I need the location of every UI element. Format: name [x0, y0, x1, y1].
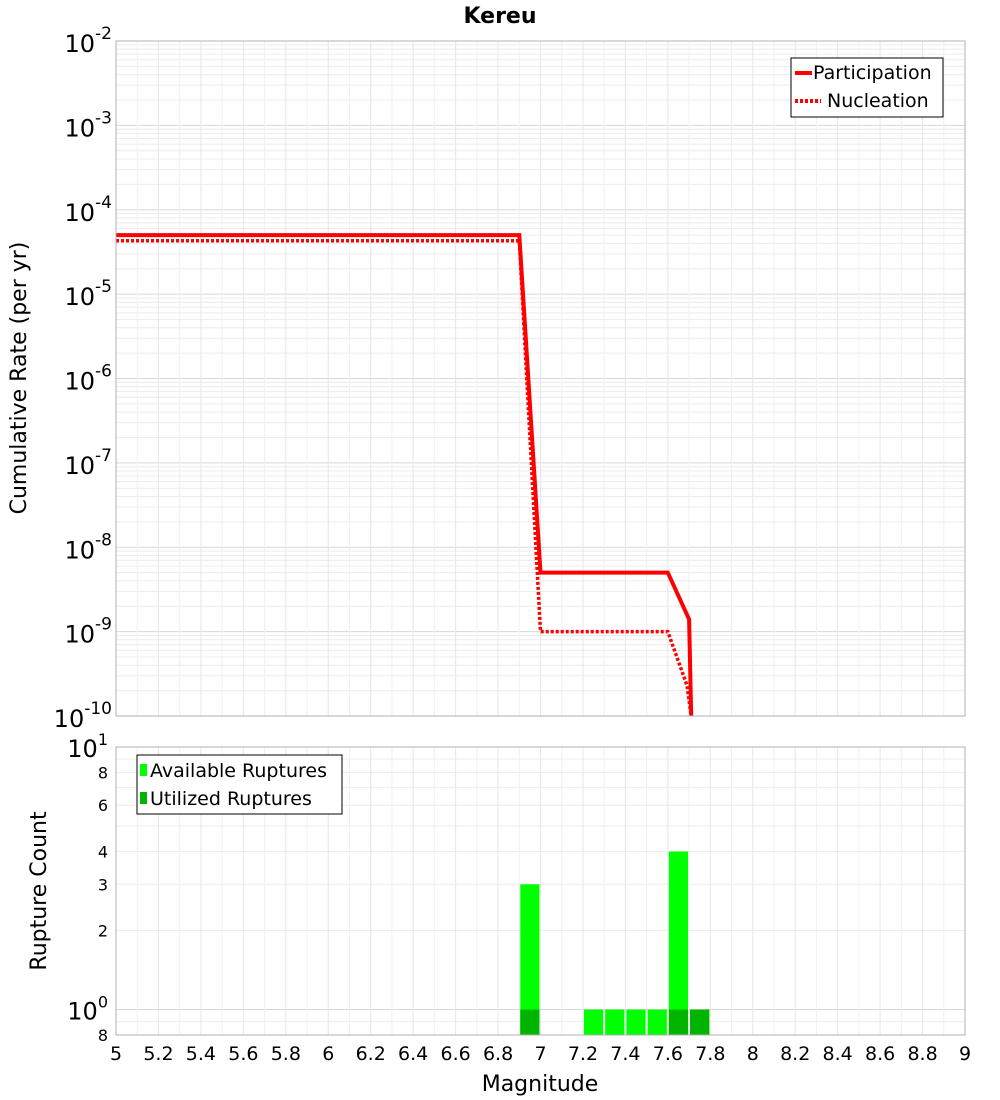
magnitude-tick-label: 5.6 [228, 1043, 258, 1065]
utilized-rupture-bar [520, 1009, 540, 1035]
magnitude-tick-label: 7 [534, 1043, 546, 1065]
magnitude-tick-label: 9 [959, 1043, 971, 1065]
legend-nucleation-label: Nucleation [827, 90, 929, 112]
legend-available-label: Available Ruptures [150, 760, 327, 782]
magnitude-tick-label: 5 [110, 1043, 122, 1065]
magnitude-tick-label: 8 [747, 1043, 759, 1065]
magnitude-tick-label: 6.6 [440, 1043, 470, 1065]
available-rupture-bar [647, 1009, 667, 1035]
rupture-y-axis-label: Rupture Count [27, 811, 52, 971]
rate-y-tick-label: 10-10 [54, 699, 112, 733]
rupture-y-tick-label: 101 [67, 730, 108, 763]
available-rupture-bar [520, 884, 540, 1035]
magnitude-tick-label: 6 [322, 1043, 334, 1065]
rate-y-tick-label: 10-2 [65, 24, 113, 58]
rate-grid [115, 41, 966, 717]
rupture-y-tick-label: 6 [98, 796, 108, 815]
magnitude-tick-label: 8.8 [907, 1043, 937, 1065]
x-axis-label: Magnitude [482, 1072, 599, 1097]
legend-available-swatch [140, 764, 147, 776]
rate-y-axis-label: Cumulative Rate (per yr) [7, 242, 32, 515]
magnitude-tick-label: 6.2 [356, 1043, 386, 1065]
rupture-y-tick-label: 3 [98, 875, 108, 894]
rupture-plot-frame [115, 746, 966, 1036]
rate-y-tick-labels: 10-2 10-3 10-4 10-5 10-6 10-7 10-8 10-9 10-10 [54, 24, 112, 733]
utilized-rupture-bar [668, 1009, 689, 1035]
rate-legend: Participation Nucleation [790, 57, 944, 118]
chart-title: Kereu [463, 4, 536, 29]
rate-panel: Kereu 10-210-310-410-510-610-710-810-910… [7, 4, 966, 733]
rupture-y-tick-label: 2 [98, 922, 108, 941]
magnitude-tick-label: 7.8 [695, 1043, 725, 1065]
rate-series [116, 233, 694, 717]
magnitude-tick-label: 6.4 [398, 1043, 428, 1065]
nucleation-line [116, 238, 693, 717]
magnitude-tick-label: 5.8 [271, 1043, 301, 1065]
utilized-rupture-bar [690, 1009, 710, 1035]
magnitude-tick-label: 5.2 [143, 1043, 173, 1065]
rate-y-tick-label: 10-7 [65, 446, 113, 480]
rate-y-tick-label: 10-3 [65, 108, 113, 142]
rupture-y-tick-label: 100 [67, 993, 108, 1026]
magnitude-tick-labels: 5 5.2 5.4 5.6 5.8 6 6.2 6.4 6.6 6.8 7 7.2 7.4 7.6 7.8 8… [110, 1043, 971, 1065]
legend-utilized-label: Utilized Ruptures [150, 788, 312, 810]
magnitude-tick-label: 5.4 [186, 1043, 216, 1065]
available-rupture-bar [605, 1009, 625, 1035]
rate-legend-box [790, 57, 944, 118]
legend-participation-label: Participation [813, 62, 932, 84]
rate-y-tick-label: 10-6 [65, 362, 113, 396]
legend-utilized-swatch [140, 792, 147, 804]
magnitude-tick-label: 7.2 [568, 1043, 598, 1065]
rupture-legend-box [136, 754, 343, 815]
magnitude-tick-label: 8.6 [865, 1043, 895, 1065]
magnitude-tick-label: 8.2 [780, 1043, 810, 1065]
rate-y-tick-label: 10-9 [65, 615, 113, 649]
available-rupture-bar [626, 1009, 646, 1035]
available-rupture-bar [668, 851, 689, 1035]
rate-y-tick-label: 10-5 [65, 277, 113, 311]
magnitude-tick-label: 7.6 [653, 1043, 683, 1065]
participation-line [116, 233, 694, 717]
rate-y-tick-label: 10-4 [65, 193, 113, 227]
rupture-bars [520, 851, 710, 1035]
magnitude-tick-label: 8.4 [823, 1043, 853, 1065]
rate-plot-frame [115, 40, 966, 717]
rupture-y-tick-label: 8 [98, 1026, 108, 1045]
available-rupture-bar [583, 1009, 604, 1035]
rupture-y-tick-label: 8 [98, 763, 108, 782]
magnitude-tick-label: 7.4 [610, 1043, 640, 1065]
rupture-y-tick-label: 4 [98, 842, 108, 861]
rate-y-tick-label: 10-8 [65, 530, 113, 564]
rupture-legend: Available Ruptures Utilized Ruptures [136, 754, 343, 815]
magnitude-tick-label: 6.8 [483, 1043, 513, 1065]
